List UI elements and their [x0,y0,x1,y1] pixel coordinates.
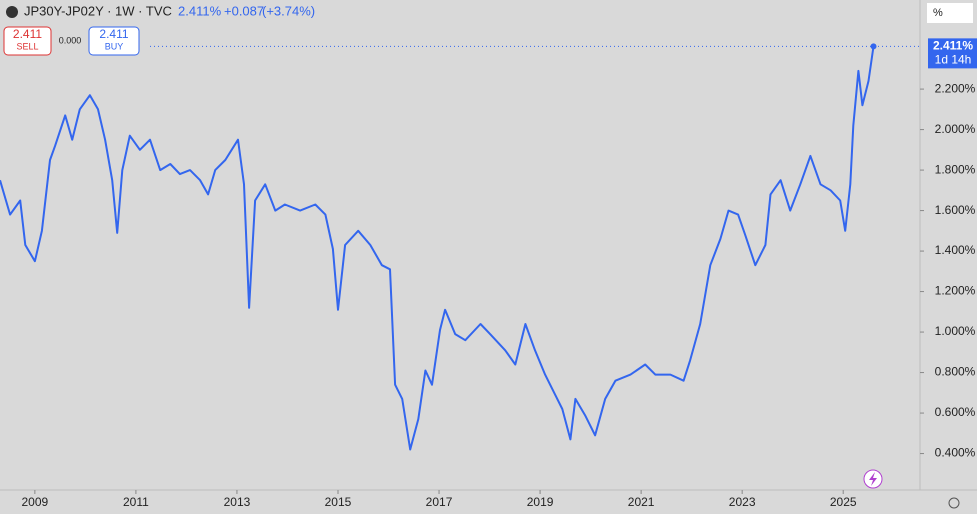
last-point [870,43,877,50]
price-tag [928,38,977,69]
y-tick-label: 0.800% [935,365,976,379]
x-tick-label: 2021 [628,495,655,509]
change: +0.087 [224,3,264,18]
y-tick-label: 0.400% [935,446,976,460]
spread: 0.000 [59,35,82,45]
y-tick-label: 1.400% [935,243,976,257]
sell-button[interactable] [3,26,52,56]
y-tick-label: 0.600% [935,405,976,419]
flash-glyph [869,472,877,486]
x-tick-label: 2025 [830,495,857,509]
y-tick-label: 2.200% [935,81,976,95]
change-pct: (+3.74%) [262,3,315,18]
x-tick-label: 2015 [325,495,352,509]
x-tick-label: 2017 [426,495,453,509]
x-tick-label: 2023 [729,495,756,509]
price-tag-value: 2.411% [933,39,973,53]
y-tick-label: 1.800% [935,162,976,176]
buy-label: BUY [105,41,124,51]
x-tick-label: 2009 [22,495,49,509]
scale-unit: % [933,7,943,19]
buy-button[interactable] [88,26,140,56]
y-tick-label: 2.000% [935,122,976,136]
buy-price: 2.411 [99,27,128,41]
x-tick-label: 2019 [527,495,554,509]
price-line [0,46,875,451]
countdown: 1d 14h [935,53,972,67]
last-value: 2.411% [178,3,222,18]
sell-price: 2.411 [13,27,42,41]
x-tick-label: 2011 [123,495,149,509]
symbol: JP30Y-JP02Y · 1W · TVC [24,3,172,18]
sell-label: SELL [16,41,38,51]
settings-icon[interactable] [948,497,960,509]
y-tick-label: 1.000% [935,324,976,338]
x-tick-label: 2013 [224,495,251,509]
y-tick-label: 1.200% [935,284,976,298]
scale-unit-box[interactable] [927,3,973,23]
y-tick-label: 1.600% [935,203,976,217]
symbol-icon [6,6,18,18]
